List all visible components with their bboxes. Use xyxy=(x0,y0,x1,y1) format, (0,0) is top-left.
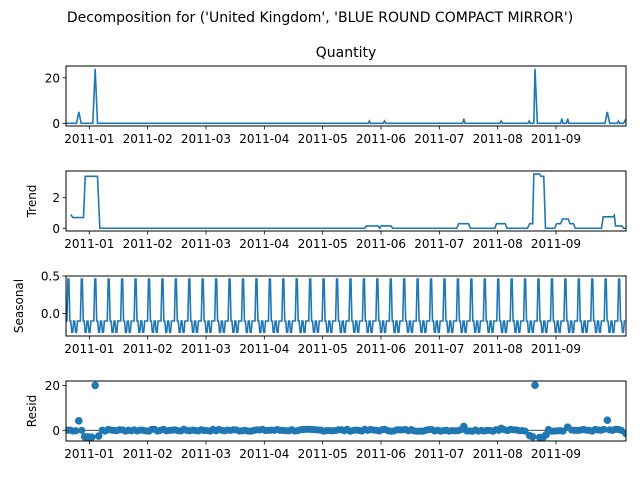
x-tick-label: 2011-05 xyxy=(298,447,348,461)
resid-y-label: Resid xyxy=(25,395,39,427)
y-tick-label: 0.0 xyxy=(41,307,60,321)
trend-y-axis: 02 xyxy=(52,191,66,236)
series-line xyxy=(66,68,626,125)
trend-x-axis: 2011-01 2011-02 2011-03 2011-04 2011-05 2011-… xyxy=(64,231,581,251)
seasonal-panel: 2011-01 2011-02 2011-03 2011-04 2011-05 2011-… xyxy=(12,270,627,356)
seasonal-y-label: Seasonal xyxy=(12,279,26,333)
resid-point xyxy=(75,417,83,425)
x-tick-label: 2011-03 xyxy=(181,132,231,146)
resid-point xyxy=(521,427,529,435)
x-tick-label: 2011-04 xyxy=(239,237,289,251)
x-tick-label: 2011-06 xyxy=(356,132,406,146)
x-tick-label: 2011-04 xyxy=(239,447,289,461)
resid-point xyxy=(531,381,539,390)
resid-point xyxy=(497,424,505,433)
seasonal-axes-frame xyxy=(65,275,627,337)
x-tick-label: 2011-06 xyxy=(356,342,406,356)
resid-point xyxy=(622,429,626,438)
x-tick-label: 2011-08 xyxy=(473,132,523,146)
resid-point xyxy=(603,416,612,424)
resid-point xyxy=(563,423,572,431)
trend-panel: 2011-01 2011-02 2011-03 2011-04 2011-05 2011-… xyxy=(25,170,627,251)
resid-y-axis: 0 20 xyxy=(45,379,66,438)
x-tick-label: 2011-07 xyxy=(414,342,464,356)
resid-point xyxy=(460,422,468,431)
seasonal-series xyxy=(66,278,626,334)
y-tick-label: 20 xyxy=(45,71,60,85)
resid-x-axis: 2011-01 2011-02 2011-03 2011-04 2011-05 2011-… xyxy=(64,441,581,461)
x-tick-label: 2011-02 xyxy=(123,132,173,146)
x-tick-label: 2011-09 xyxy=(531,447,581,461)
figure-title: Decomposition for ('United Kingdom', 'BL… xyxy=(67,10,573,26)
x-tick-label: 2011-08 xyxy=(473,342,523,356)
x-tick-label: 2011-03 xyxy=(181,237,231,251)
x-tick-label: 2011-05 xyxy=(298,237,348,251)
x-tick-label: 2011-04 xyxy=(239,342,289,356)
x-tick-label: 2011-02 xyxy=(123,447,173,461)
quantity-axes-frame xyxy=(65,65,627,127)
y-tick-label: 0.5 xyxy=(41,270,60,284)
x-tick-label: 2011-05 xyxy=(298,342,348,356)
y-tick-label: 20 xyxy=(45,379,60,393)
x-tick-label: 2011-05 xyxy=(298,132,348,146)
x-tick-label: 2011-07 xyxy=(414,237,464,251)
seasonal-y-axis: 0.0 0.5 xyxy=(41,270,66,321)
resid-point xyxy=(91,381,99,390)
resid-axes-frame xyxy=(65,380,627,442)
y-tick-label: 0 xyxy=(52,222,60,236)
y-tick-label: 0 xyxy=(52,424,60,438)
x-tick-label: 2011-02 xyxy=(123,237,173,251)
resid-point xyxy=(542,430,550,439)
quantity-panel: Quantity 2011-01 2011-02 2011-03 2011-04 201… xyxy=(45,45,627,146)
y-tick-label: 2 xyxy=(52,191,60,205)
resid-point xyxy=(94,432,103,440)
x-tick-label: 2011-09 xyxy=(531,342,581,356)
quantity-x-axis: 2011-01 2011-02 2011-03 2011-04 2011-05 2011-… xyxy=(64,126,581,146)
x-tick-label: 2011-04 xyxy=(239,132,289,146)
x-tick-label: 2011-01 xyxy=(64,132,114,146)
x-tick-label: 2011-06 xyxy=(356,237,406,251)
x-tick-label: 2011-03 xyxy=(181,342,231,356)
x-tick-label: 2011-03 xyxy=(181,447,231,461)
resid-panel: 2011-01 2011-02 2011-03 2011-04 2011-05 2011-… xyxy=(25,379,627,461)
panel-title: Quantity xyxy=(316,45,377,61)
resid-point xyxy=(72,427,80,435)
x-tick-label: 2011-01 xyxy=(64,447,114,461)
resid-point xyxy=(87,433,96,441)
x-tick-label: 2011-02 xyxy=(123,342,173,356)
x-tick-label: 2011-07 xyxy=(414,132,464,146)
seasonal-line xyxy=(66,278,626,334)
x-tick-label: 2011-08 xyxy=(473,447,523,461)
trend-axes-frame xyxy=(65,170,627,232)
x-tick-label: 2011-06 xyxy=(356,447,406,461)
trend-y-label: Trend xyxy=(25,185,39,219)
resid-series xyxy=(66,381,626,441)
x-tick-label: 2011-01 xyxy=(64,342,114,356)
resid-point xyxy=(78,426,86,434)
x-tick-label: 2011-09 xyxy=(531,237,581,251)
y-tick-label: 0 xyxy=(52,117,60,131)
resid-point xyxy=(600,425,608,434)
seasonal-x-axis: 2011-01 2011-02 2011-03 2011-04 2011-05 2011-… xyxy=(64,336,581,356)
quantity-series xyxy=(66,68,626,125)
x-tick-label: 2011-07 xyxy=(414,447,464,461)
x-tick-label: 2011-01 xyxy=(64,237,114,251)
x-tick-label: 2011-08 xyxy=(473,237,523,251)
quantity-y-axis: 0 20 xyxy=(45,71,66,131)
x-tick-label: 2011-09 xyxy=(531,132,581,146)
trend-series xyxy=(70,173,626,230)
series-line xyxy=(70,173,626,230)
resid-point xyxy=(528,432,537,441)
